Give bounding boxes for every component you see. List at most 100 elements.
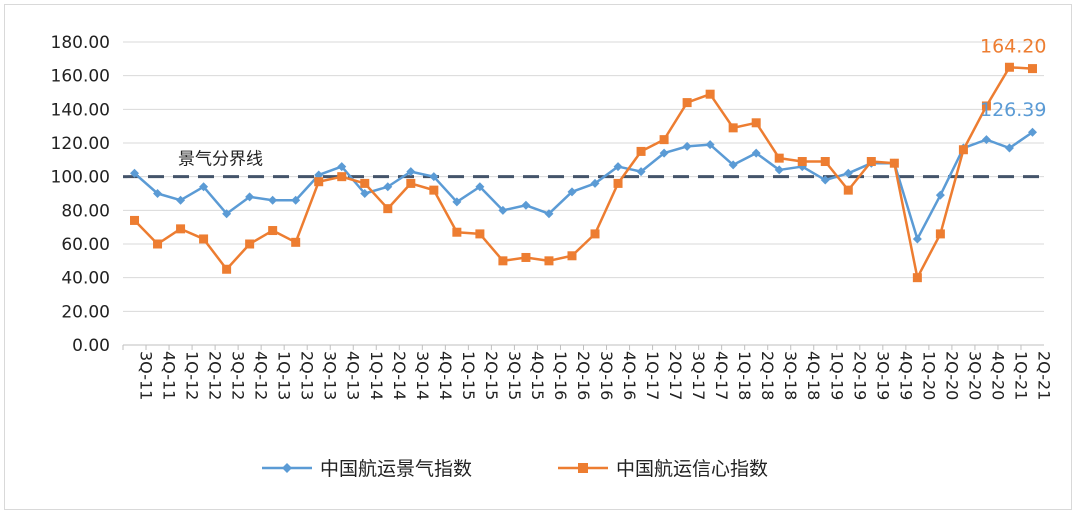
x-tick-label: 3Q-19 — [873, 351, 892, 400]
data-point — [590, 178, 600, 188]
gridlines — [123, 41, 1044, 346]
x-tick-label: 2Q-18 — [758, 351, 777, 400]
x-tick-label: 4Q-11 — [160, 351, 179, 400]
chart-frame — [4, 4, 1072, 510]
x-tick-label: 4Q-17 — [712, 351, 731, 400]
data-point — [222, 264, 232, 274]
legend-label: 中国航运景气指数 — [320, 458, 472, 480]
data-point — [199, 234, 209, 244]
data-point — [751, 118, 761, 128]
data-point — [659, 135, 669, 145]
data-point — [613, 178, 623, 188]
data-point — [682, 98, 692, 108]
x-tick-label: 3Q-18 — [781, 351, 800, 400]
data-point — [130, 215, 140, 225]
data-point — [567, 187, 577, 197]
data-point — [912, 273, 922, 283]
data-point — [820, 157, 830, 167]
data-point — [981, 135, 991, 145]
reference-line-group: 景气分界线 — [123, 150, 1044, 179]
x-tick-label: 4Q-12 — [252, 351, 271, 400]
data-point — [636, 146, 646, 156]
x-tick-label: 1Q-13 — [275, 351, 294, 400]
data-point — [843, 185, 853, 195]
data-point — [728, 123, 738, 133]
data-point — [475, 229, 485, 239]
x-tick-label: 4Q-18 — [804, 351, 823, 400]
data-point — [935, 229, 945, 239]
data-point — [383, 182, 393, 192]
data-point — [797, 157, 807, 167]
x-axis: 3Q-11 4Q-11 1Q-12 2Q-12 3Q-12 4Q-12 1Q-13 2Q-13… — [122, 344, 1053, 400]
data-point — [912, 234, 922, 244]
data-point — [245, 192, 255, 202]
x-tick-label: 2Q-15 — [482, 351, 501, 400]
x-tick-label: 4Q-19 — [896, 351, 915, 400]
data-point — [337, 172, 347, 182]
data-point — [705, 89, 715, 99]
x-tick-label: 1Q-17 — [643, 351, 662, 400]
data-point — [360, 178, 370, 188]
x-tick-label: 1Q-12 — [183, 351, 202, 400]
x-tick-label: 3Q-13 — [321, 351, 340, 400]
data-point — [498, 256, 508, 266]
data-label: 126.39 — [980, 99, 1046, 121]
data-point — [1027, 64, 1037, 74]
x-tick-label: 3Q-14 — [413, 351, 432, 400]
data-point — [153, 189, 163, 198]
y-tick-label: 60.00 — [61, 235, 110, 255]
y-tick-label: 160.00 — [51, 67, 110, 87]
x-tick-label: 1Q-21 — [1011, 351, 1030, 400]
data-point — [291, 237, 301, 247]
data-point — [452, 197, 462, 207]
x-tick-label: 2Q-17 — [666, 351, 685, 400]
data-point — [521, 200, 531, 210]
data-point — [889, 158, 899, 168]
x-tick-label: 2Q-16 — [574, 351, 593, 400]
data-point — [406, 178, 416, 188]
data-point — [130, 168, 140, 178]
data-point — [659, 148, 669, 158]
y-tick-label: 180.00 — [51, 33, 110, 53]
y-tick-label: 80.00 — [61, 201, 110, 221]
x-tick-label: 2Q-13 — [298, 351, 317, 400]
data-point — [958, 145, 968, 155]
x-tick-label: 3Q-12 — [229, 351, 248, 400]
data-point — [843, 168, 853, 178]
x-tick-label: 2Q-19 — [850, 351, 869, 400]
data-point — [981, 101, 991, 111]
data-point — [774, 153, 784, 163]
data-label: 164.20 — [980, 36, 1046, 58]
x-tick-label: 1Q-15 — [459, 351, 478, 400]
x-tick-label: 1Q-16 — [551, 351, 570, 400]
data-point — [751, 148, 761, 158]
data-point — [268, 195, 278, 205]
reference-line-label: 景气分界线 — [178, 150, 263, 170]
x-tick-label: 4Q-15 — [528, 351, 547, 400]
data-point — [774, 165, 784, 175]
data-point — [429, 172, 439, 182]
data-point — [935, 190, 945, 200]
data-point — [1004, 62, 1014, 72]
data-point — [176, 224, 186, 234]
x-tick-label: 2Q-14 — [390, 351, 409, 400]
x-tick-label: 4Q-14 — [436, 351, 455, 400]
x-tick-label: 3Q-17 — [689, 351, 708, 400]
x-tick-label: 3Q-11 — [137, 351, 156, 400]
x-tick-label: 1Q-19 — [827, 351, 846, 400]
data-point — [475, 182, 485, 192]
y-tick-label: 100.00 — [51, 168, 110, 188]
data-point — [544, 209, 554, 219]
data-point — [176, 195, 186, 205]
x-tick-label: 1Q-18 — [735, 351, 754, 400]
x-tick-label: 3Q-16 — [597, 351, 616, 400]
data-point — [567, 251, 577, 261]
data-point — [728, 160, 738, 170]
y-tick-label: 120.00 — [51, 134, 110, 154]
data-point — [544, 256, 554, 266]
data-point — [222, 209, 232, 219]
data-point — [153, 239, 163, 249]
data-point — [337, 162, 347, 172]
legend-label: 中国航运信心指数 — [616, 458, 768, 480]
